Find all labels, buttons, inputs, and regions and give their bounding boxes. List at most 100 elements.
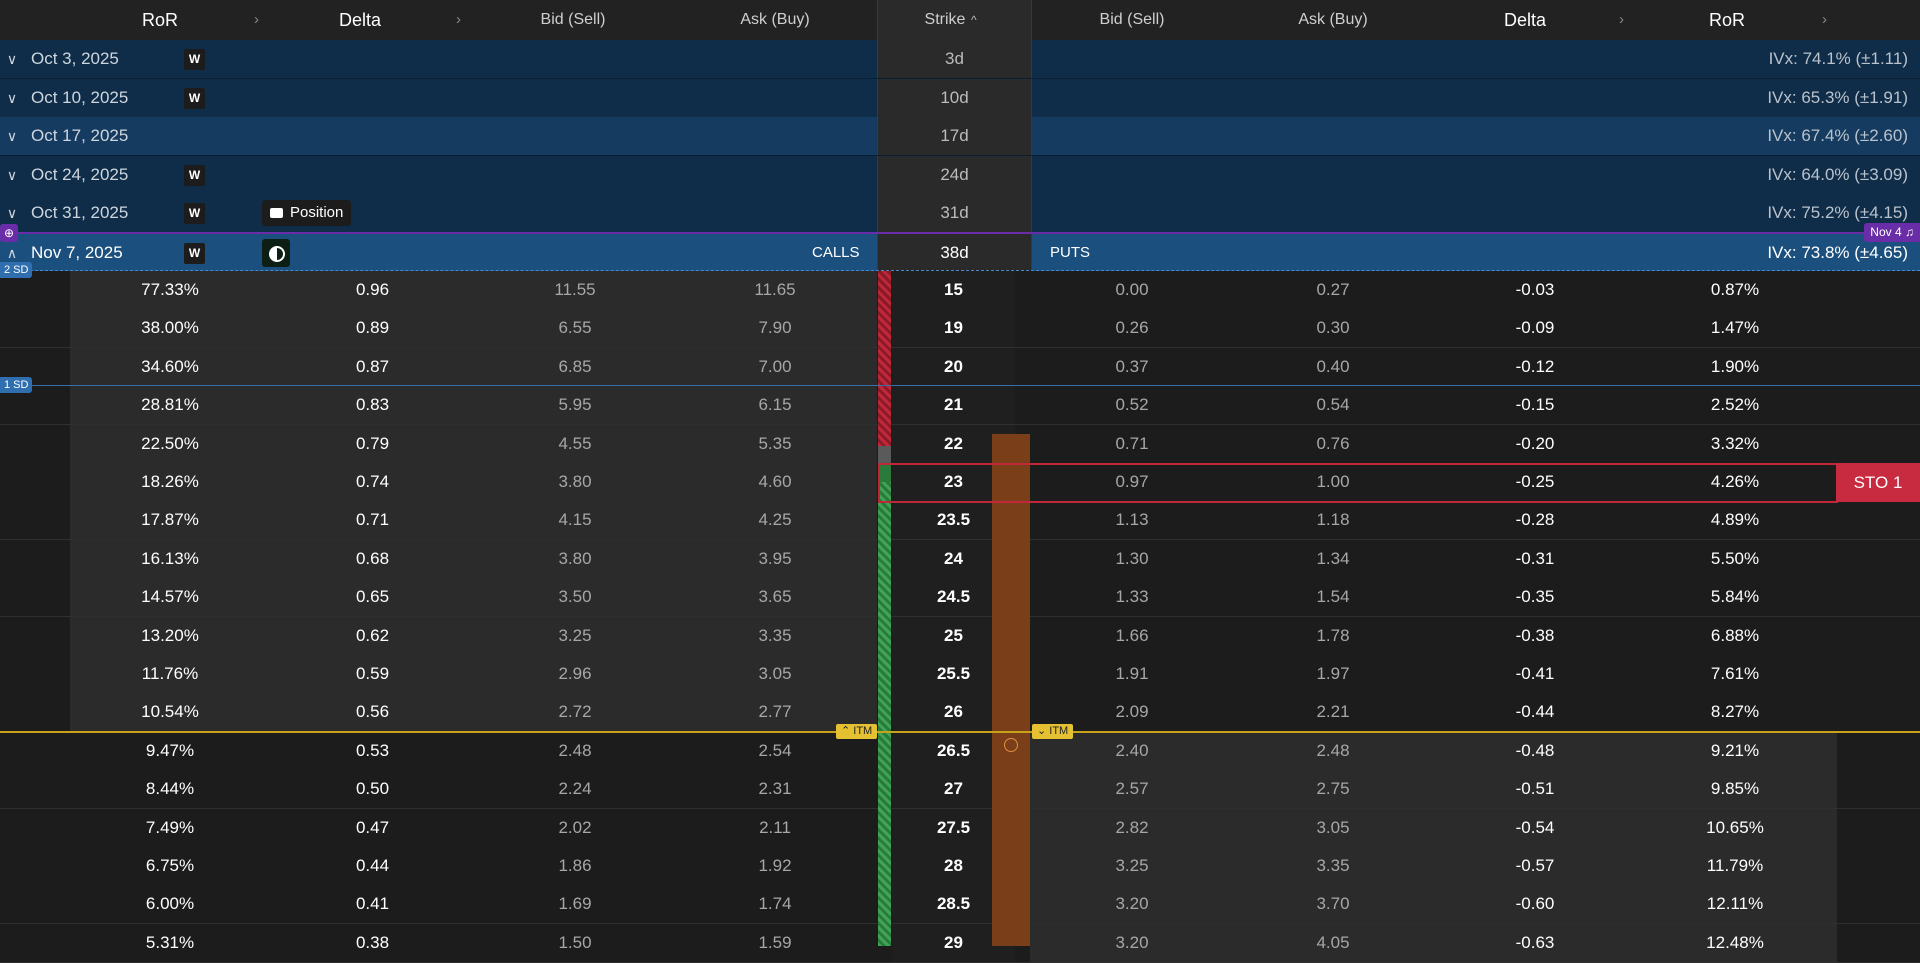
put-ror[interactable]: 9.21% (1710, 740, 1760, 760)
call-ror[interactable]: 7.49% (145, 817, 195, 837)
put-delta[interactable]: -0.38 (1515, 625, 1555, 645)
call-ask[interactable]: 1.74 (758, 894, 792, 914)
call-ask[interactable]: 1.59 (758, 932, 792, 952)
put-bid[interactable]: 2.57 (1115, 779, 1149, 799)
ask-calls-header[interactable]: Ask (Buy) (740, 11, 810, 28)
put-ask[interactable]: 0.27 (1316, 280, 1350, 299)
call-bid[interactable]: 11.55 (554, 280, 596, 299)
put-bid[interactable]: 1.13 (1115, 510, 1149, 530)
ror-puts-caret-icon[interactable]: › (1822, 11, 1827, 28)
call-ror[interactable]: 5.31% (145, 932, 195, 952)
put-ror[interactable]: 3.32% (1710, 433, 1760, 453)
table-row[interactable]: 14.57% 0.65 3.50 3.65 1.33 1.54 -0.35 5.84% 24.5 (0, 578, 1920, 618)
call-delta[interactable]: 0.89 (355, 318, 390, 338)
put-bid[interactable]: 3.25 (1115, 856, 1149, 875)
put-ror[interactable]: 12.11% (1706, 894, 1764, 914)
put-bid[interactable]: 2.82 (1115, 817, 1149, 837)
ror-puts-header[interactable]: RoR (1708, 10, 1745, 30)
put-bid[interactable]: 3.20 (1115, 932, 1149, 952)
call-bid[interactable]: 2.72 (558, 702, 592, 722)
put-ask[interactable]: 1.34 (1316, 548, 1350, 568)
put-ror[interactable]: 7.61% (1710, 664, 1760, 683)
put-bid[interactable]: 2.09 (1115, 702, 1149, 722)
call-ror[interactable]: 18.26% (141, 472, 199, 491)
put-delta[interactable]: -0.03 (1515, 280, 1555, 299)
put-ror[interactable]: 11.79% (1706, 856, 1764, 875)
put-delta[interactable]: -0.60 (1515, 894, 1555, 914)
put-ror[interactable]: 5.84% (1710, 587, 1760, 607)
put-bid[interactable]: 0.71 (1115, 433, 1149, 453)
delta-puts-caret-icon[interactable]: › (1619, 11, 1624, 28)
put-delta[interactable]: -0.15 (1515, 395, 1555, 415)
put-delta[interactable]: -0.35 (1515, 587, 1555, 607)
put-ask[interactable]: 0.76 (1316, 433, 1350, 453)
table-row[interactable]: 28.81% 0.83 5.95 6.15 0.52 0.54 -0.15 2.52% 21 (0, 386, 1920, 426)
put-bid[interactable]: 0.00 (1115, 280, 1149, 299)
call-ask[interactable]: 2.31 (758, 779, 792, 799)
expiration-row[interactable]: ∨ Oct 17, 2025 17d IVx: 67.4% (±2.60) (0, 117, 1920, 156)
call-bid[interactable]: 5.95 (558, 395, 592, 415)
put-ask[interactable]: 2.21 (1316, 702, 1350, 722)
chevron-down-icon[interactable]: ∨ (6, 90, 18, 106)
put-ror[interactable]: 4.26% (1710, 472, 1760, 491)
put-ror[interactable]: 9.85% (1710, 779, 1760, 799)
call-delta[interactable]: 0.96 (355, 280, 390, 299)
put-ask[interactable]: 1.97 (1316, 664, 1350, 683)
put-delta[interactable]: -0.28 (1515, 510, 1555, 530)
put-bid[interactable]: 1.30 (1115, 548, 1149, 568)
put-ror[interactable]: 1.90% (1710, 356, 1760, 376)
strike-header[interactable]: Strike (924, 11, 966, 28)
chevron-down-icon[interactable]: ∨ (6, 167, 18, 183)
put-ask[interactable]: 0.30 (1316, 318, 1350, 338)
put-ror[interactable]: 0.87% (1710, 280, 1760, 299)
ask-puts-header[interactable]: Ask (Buy) (1298, 11, 1368, 28)
put-ask[interactable]: 3.35 (1316, 856, 1350, 875)
call-bid[interactable]: 2.96 (558, 664, 592, 683)
table-row[interactable]: 17.87% 0.71 4.15 4.25 1.13 1.18 -0.28 4.89% 23.5 (0, 501, 1920, 541)
call-ror[interactable]: 38.00% (141, 318, 199, 338)
put-ask[interactable]: 4.05 (1316, 932, 1350, 952)
call-delta[interactable]: 0.68 (355, 548, 390, 568)
call-delta[interactable]: 0.50 (355, 779, 390, 799)
put-bid[interactable]: 3.20 (1115, 894, 1149, 914)
put-ask[interactable]: 2.75 (1316, 779, 1350, 799)
delta-puts-header[interactable]: Delta (1503, 10, 1547, 30)
table-row[interactable]: 8.44% 0.50 2.24 2.31 2.57 2.75 -0.51 9.85% 27 (0, 770, 1920, 810)
put-ror[interactable]: 2.52% (1710, 395, 1760, 415)
put-delta[interactable]: -0.12 (1515, 356, 1555, 376)
call-ask[interactable]: 3.05 (758, 664, 792, 683)
put-delta[interactable]: -0.57 (1515, 856, 1555, 875)
call-ask[interactable]: 3.95 (758, 548, 792, 568)
table-row[interactable]: 5.31% 0.38 1.50 1.59 3.20 4.05 -0.63 12.48% 29 (0, 923, 1920, 963)
call-ask[interactable]: 5.35 (758, 433, 792, 453)
table-row[interactable]: 16.13% 0.68 3.80 3.95 1.30 1.34 -0.31 5.50% 24 (0, 539, 1920, 579)
call-bid[interactable]: 3.80 (558, 472, 592, 491)
table-row[interactable]: 6.75% 0.44 1.86 1.92 3.25 3.35 -0.57 11.79% 28 (0, 847, 1920, 886)
call-bid[interactable]: 4.55 (558, 433, 592, 453)
put-delta[interactable]: -0.48 (1515, 740, 1555, 760)
put-bid[interactable]: 0.37 (1115, 356, 1149, 376)
expiration-row[interactable]: ∨ Oct 3, 2025 W 3d IVx: 74.1% (±1.11) (0, 40, 1920, 79)
put-ask[interactable]: 1.78 (1316, 625, 1350, 645)
call-ask[interactable]: 4.60 (758, 472, 792, 491)
chevron-down-icon[interactable]: ∨ (6, 51, 18, 67)
ror-calls-header[interactable]: RoR (141, 10, 178, 30)
put-delta[interactable]: -0.51 (1515, 779, 1555, 799)
call-ror[interactable]: 11.76% (141, 664, 199, 683)
call-ror[interactable]: 6.75% (145, 856, 195, 875)
call-ror[interactable]: 22.50% (141, 433, 199, 453)
delta-calls-caret-icon[interactable]: › (456, 11, 461, 28)
put-ask[interactable]: 0.40 (1316, 356, 1350, 376)
call-bid[interactable]: 2.24 (558, 779, 592, 799)
expiration-row[interactable]: ∨ Oct 31, 2025 W Position 31d IVx: 75.2%… (0, 194, 1920, 233)
call-ror[interactable]: 17.87% (141, 510, 199, 530)
table-row[interactable]: 10.54% 0.56 2.72 2.77 2.09 2.21 -0.44 8.27% 26 (0, 693, 1920, 733)
put-ask[interactable]: 2.48 (1316, 740, 1350, 760)
put-bid[interactable]: 0.52 (1115, 395, 1149, 415)
call-bid[interactable]: 4.15 (558, 510, 592, 530)
call-bid[interactable]: 3.50 (558, 587, 592, 607)
call-ask[interactable]: 7.90 (758, 318, 792, 338)
call-bid[interactable]: 3.80 (558, 548, 592, 568)
put-delta[interactable]: -0.63 (1515, 932, 1555, 952)
call-delta[interactable]: 0.44 (355, 856, 390, 875)
